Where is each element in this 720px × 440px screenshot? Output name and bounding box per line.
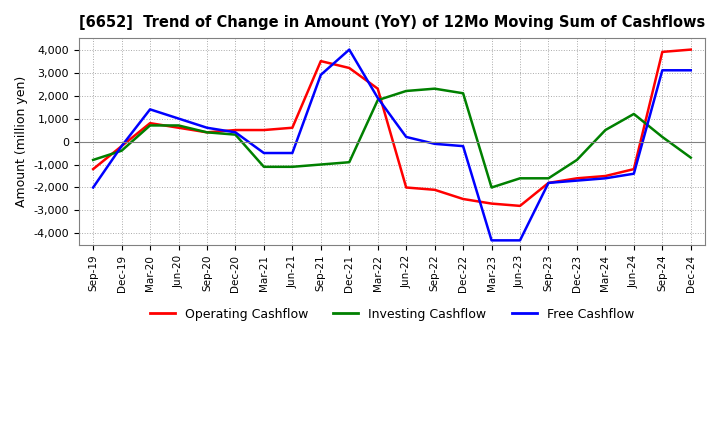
Investing Cashflow [572,157,581,162]
Investing Cashflow [402,88,410,94]
Operating Cashflow [345,66,354,71]
Investing Cashflow [658,134,667,139]
Free Cashflow [117,143,126,149]
Investing Cashflow [145,123,154,128]
Operating Cashflow [260,128,269,133]
Free Cashflow [601,176,610,181]
Operating Cashflow [174,125,183,130]
Line: Operating Cashflow: Operating Cashflow [93,50,690,206]
Operating Cashflow [202,130,211,135]
Investing Cashflow [89,157,97,162]
Free Cashflow [202,125,211,130]
Free Cashflow [572,178,581,183]
Free Cashflow [174,116,183,121]
Investing Cashflow [231,132,240,137]
Free Cashflow [317,72,325,77]
Free Cashflow [629,171,638,176]
Operating Cashflow [231,128,240,133]
Investing Cashflow [260,164,269,169]
Operating Cashflow [288,125,297,130]
Operating Cashflow [459,196,467,202]
Free Cashflow [345,47,354,52]
Free Cashflow [431,141,439,147]
Legend: Operating Cashflow, Investing Cashflow, Free Cashflow: Operating Cashflow, Investing Cashflow, … [145,303,639,326]
Free Cashflow [544,180,553,186]
Operating Cashflow [145,121,154,126]
Operating Cashflow [686,47,695,52]
Operating Cashflow [431,187,439,192]
Operating Cashflow [658,49,667,55]
Free Cashflow [658,68,667,73]
Operating Cashflow [402,185,410,190]
Investing Cashflow [459,91,467,96]
Operating Cashflow [487,201,496,206]
Free Cashflow [89,185,97,190]
Operating Cashflow [544,180,553,186]
Investing Cashflow [629,111,638,117]
Investing Cashflow [288,164,297,169]
Investing Cashflow [516,176,524,181]
Free Cashflow [374,95,382,100]
Operating Cashflow [601,173,610,179]
Title: [6652]  Trend of Change in Amount (YoY) of 12Mo Moving Sum of Cashflows: [6652] Trend of Change in Amount (YoY) o… [78,15,705,30]
Investing Cashflow [174,123,183,128]
Free Cashflow [260,150,269,156]
Y-axis label: Amount (million yen): Amount (million yen) [15,76,28,207]
Investing Cashflow [601,128,610,133]
Investing Cashflow [544,176,553,181]
Investing Cashflow [117,148,126,154]
Operating Cashflow [117,143,126,149]
Free Cashflow [459,143,467,149]
Free Cashflow [686,68,695,73]
Investing Cashflow [202,130,211,135]
Free Cashflow [145,107,154,112]
Investing Cashflow [487,185,496,190]
Free Cashflow [516,238,524,243]
Investing Cashflow [317,162,325,167]
Line: Investing Cashflow: Investing Cashflow [93,89,690,187]
Investing Cashflow [431,86,439,92]
Operating Cashflow [629,166,638,172]
Operating Cashflow [89,166,97,172]
Operating Cashflow [572,176,581,181]
Investing Cashflow [686,155,695,160]
Free Cashflow [402,134,410,139]
Line: Free Cashflow: Free Cashflow [93,50,690,240]
Free Cashflow [288,150,297,156]
Investing Cashflow [345,160,354,165]
Operating Cashflow [374,86,382,92]
Investing Cashflow [374,98,382,103]
Operating Cashflow [516,203,524,209]
Free Cashflow [231,130,240,135]
Operating Cashflow [317,59,325,64]
Free Cashflow [487,238,496,243]
